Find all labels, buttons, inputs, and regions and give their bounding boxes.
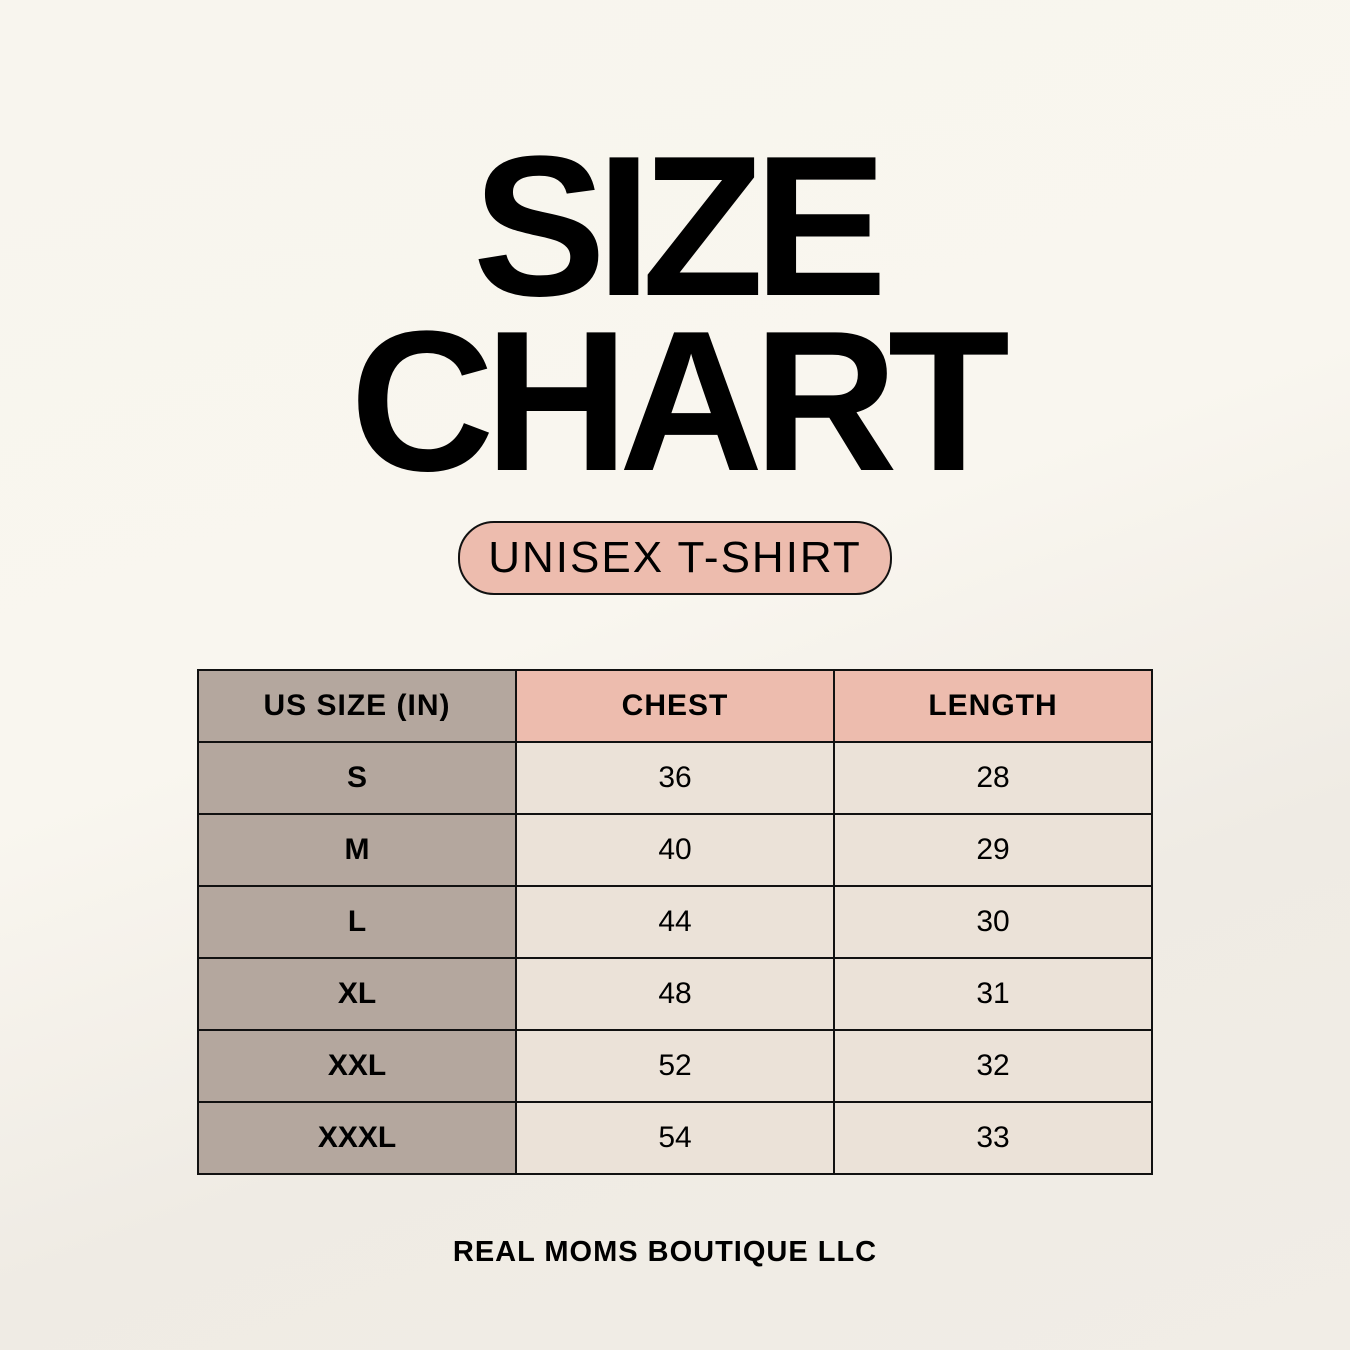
size-cell: S <box>197 741 517 815</box>
title-line-2: CHART <box>350 290 1010 513</box>
table-row: L 44 30 <box>197 885 1153 959</box>
chest-cell: 40 <box>515 813 835 887</box>
length-cell: 32 <box>833 1029 1153 1103</box>
header-cell: LENGTH <box>833 669 1153 743</box>
size-cell: L <box>197 885 517 959</box>
header-cell: CHEST <box>515 669 835 743</box>
table-row: M 40 29 <box>197 813 1153 887</box>
length-cell: 29 <box>833 813 1153 887</box>
table-row: XXXL 54 33 <box>197 1101 1153 1175</box>
chest-cell: 48 <box>515 957 835 1031</box>
table-row: S 36 28 <box>197 741 1153 815</box>
size-table: US SIZE (IN) CHEST LENGTH S 36 28 M 40 29 L 44 3… <box>197 669 1153 1175</box>
length-cell: 31 <box>833 957 1153 1031</box>
length-cell: 28 <box>833 741 1153 815</box>
size-cell: XXXL <box>197 1101 517 1175</box>
title-line-1: SIZE <box>472 115 888 338</box>
size-cell: M <box>197 813 517 887</box>
subtitle-badge: UNISEX T-SHIRT <box>458 521 892 595</box>
chest-cell: 44 <box>515 885 835 959</box>
size-cell: XL <box>197 957 517 1031</box>
size-cell: XXL <box>197 1029 517 1103</box>
table-header-row: US SIZE (IN) CHEST LENGTH <box>197 669 1153 743</box>
table-row: XL 48 31 <box>197 957 1153 1031</box>
length-cell: 33 <box>833 1101 1153 1175</box>
length-cell: 30 <box>833 885 1153 959</box>
chest-cell: 52 <box>515 1029 835 1103</box>
header-cell: US SIZE (IN) <box>197 669 517 743</box>
chest-cell: 36 <box>515 741 835 815</box>
brand-footer: REAL MOMS BOUTIQUE LLC <box>452 1236 878 1268</box>
chest-cell: 54 <box>515 1101 835 1175</box>
table-row: XXL 52 32 <box>197 1029 1153 1103</box>
